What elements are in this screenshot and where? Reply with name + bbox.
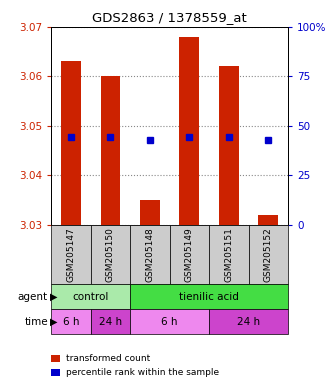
Bar bbox=[169, 225, 209, 284]
Text: GSM205150: GSM205150 bbox=[106, 227, 115, 282]
Text: GSM205151: GSM205151 bbox=[224, 227, 233, 282]
Bar bbox=[101, 76, 120, 225]
Bar bbox=[61, 61, 81, 225]
Text: tienilic acid: tienilic acid bbox=[179, 291, 239, 302]
Bar bbox=[51, 284, 130, 309]
Text: transformed count: transformed count bbox=[66, 354, 151, 363]
Text: percentile rank within the sample: percentile rank within the sample bbox=[66, 368, 219, 377]
Text: GSM205148: GSM205148 bbox=[145, 227, 155, 282]
Text: ▶: ▶ bbox=[50, 316, 58, 327]
Text: control: control bbox=[72, 291, 109, 302]
Text: time: time bbox=[24, 316, 48, 327]
Text: GSM205152: GSM205152 bbox=[264, 227, 273, 282]
Text: ▶: ▶ bbox=[50, 291, 58, 302]
Bar bbox=[130, 309, 209, 334]
Text: GSM205147: GSM205147 bbox=[67, 227, 75, 282]
Text: 6 h: 6 h bbox=[63, 316, 79, 327]
Bar bbox=[209, 309, 288, 334]
Text: 6 h: 6 h bbox=[162, 316, 178, 327]
Bar bbox=[259, 215, 278, 225]
Bar bbox=[179, 37, 199, 225]
Text: agent: agent bbox=[18, 291, 48, 302]
Bar bbox=[249, 225, 288, 284]
Bar bbox=[51, 225, 91, 284]
Bar bbox=[91, 225, 130, 284]
Bar bbox=[130, 225, 169, 284]
Bar bbox=[219, 66, 239, 225]
Title: GDS2863 / 1378559_at: GDS2863 / 1378559_at bbox=[92, 11, 247, 24]
Bar bbox=[209, 225, 249, 284]
Text: GSM205149: GSM205149 bbox=[185, 227, 194, 282]
Text: 24 h: 24 h bbox=[237, 316, 260, 327]
Bar bbox=[130, 284, 288, 309]
Bar bbox=[140, 200, 160, 225]
Bar bbox=[91, 309, 130, 334]
Text: 24 h: 24 h bbox=[99, 316, 122, 327]
Bar bbox=[51, 309, 91, 334]
